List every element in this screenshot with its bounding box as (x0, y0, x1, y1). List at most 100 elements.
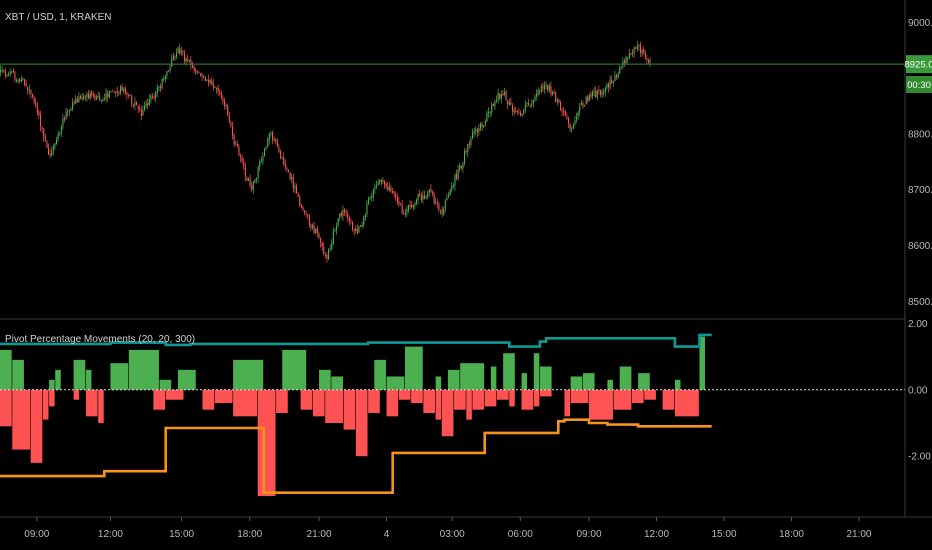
indicator-axis[interactable]: 2.00 0.00 -2.00 (908, 319, 931, 463)
candle-body (296, 186, 298, 194)
candle-body (619, 67, 621, 74)
candle-body (544, 85, 546, 90)
candle-body (444, 200, 446, 209)
candle-body (649, 60, 651, 63)
candle-body (430, 188, 432, 193)
positive-bar (49, 379, 55, 390)
positive-bar (110, 363, 129, 390)
candle-body (508, 102, 510, 105)
candle-body (635, 47, 637, 49)
candle-body (73, 101, 75, 103)
candle-body (596, 90, 598, 98)
candle-body (14, 72, 16, 80)
candle-body (572, 124, 574, 129)
candle-body (32, 94, 34, 97)
candle-body (57, 133, 59, 140)
candle-body (347, 213, 349, 218)
candle-body (259, 161, 261, 168)
candle-body (182, 50, 184, 52)
candle-body (481, 123, 483, 127)
candle-body (627, 57, 629, 59)
negative-bar (435, 389, 442, 420)
candle-body (267, 139, 269, 148)
candle-body (595, 90, 597, 98)
candle-body (108, 91, 110, 98)
candle-body (401, 204, 403, 213)
candle-body (152, 96, 154, 98)
candle-body (59, 132, 61, 135)
candle-body (475, 129, 477, 131)
candle-body (272, 132, 274, 141)
candle-body (105, 93, 107, 99)
candle-body (84, 95, 86, 97)
candle-body (56, 139, 58, 145)
candle-body (147, 103, 149, 105)
candle-body (488, 112, 490, 114)
candle-body (548, 85, 550, 91)
candle-body (78, 96, 80, 102)
candle-body (89, 93, 91, 99)
candle-body (273, 139, 275, 141)
candle-body (326, 254, 328, 260)
candle-body (420, 194, 422, 200)
candle-body (638, 45, 640, 47)
positive-bar (447, 369, 460, 390)
candle-body (8, 74, 10, 76)
candle-body (72, 102, 74, 110)
candle-body (11, 71, 13, 73)
positive-bar (404, 346, 423, 390)
candle-body (220, 92, 222, 98)
candle-body (179, 48, 181, 54)
candle-body (262, 156, 264, 161)
candle-body (67, 111, 69, 113)
candle-body (368, 198, 370, 204)
candle-body (264, 148, 266, 156)
candle-body (611, 80, 613, 83)
positive-bar (55, 369, 61, 390)
candle-body (312, 224, 314, 229)
negative-bar (466, 389, 472, 420)
candle-body (441, 209, 443, 215)
candle-body (257, 167, 259, 178)
candle-body (142, 110, 144, 116)
negative-bar (49, 389, 55, 407)
candle-body (145, 103, 147, 107)
candle-body (496, 100, 498, 102)
candle-body (324, 254, 326, 256)
candle-body (222, 98, 224, 102)
candle-body (216, 88, 218, 90)
candle-body (633, 48, 635, 54)
candle-body (1, 69, 3, 71)
candle-body (286, 167, 288, 170)
negative-bar (521, 389, 534, 410)
candle-body (208, 79, 210, 83)
candle-body (395, 194, 397, 197)
candle-body (278, 147, 280, 153)
candle-body (608, 83, 610, 88)
candle-body (603, 91, 605, 93)
price-axis[interactable]: 9000.0 8800.0 8700.0 8600.0 8500.0 (908, 18, 932, 308)
candle-body (153, 96, 155, 98)
candle-body (425, 197, 427, 199)
candle-body (313, 225, 315, 233)
candle-body (227, 106, 229, 116)
candle-body (288, 169, 290, 173)
candle-body (484, 121, 486, 125)
candle-body (580, 102, 582, 106)
candle-body (571, 128, 573, 130)
candle-body (524, 104, 526, 111)
candle-body (438, 203, 440, 211)
candle-body (408, 204, 410, 210)
indicator-pane[interactable]: Pivot Percentage Movements (20, 20, 300) (0, 333, 905, 497)
candle-body (131, 95, 133, 105)
positive-bar (282, 349, 307, 390)
candle-body (528, 102, 530, 106)
price-pane[interactable]: XBT / USD, 1, KRAKEN (0, 12, 905, 263)
time-axis[interactable]: 09:00 12:00 15:00 18:00 21:00 4 03:00 06:00 09:0… (24, 517, 872, 540)
time-tick-label: 18:00 (237, 529, 262, 540)
candle-body (590, 94, 592, 98)
time-tick-label: 09:00 (577, 529, 602, 540)
candle-body (275, 139, 277, 141)
candle-body (33, 97, 35, 103)
